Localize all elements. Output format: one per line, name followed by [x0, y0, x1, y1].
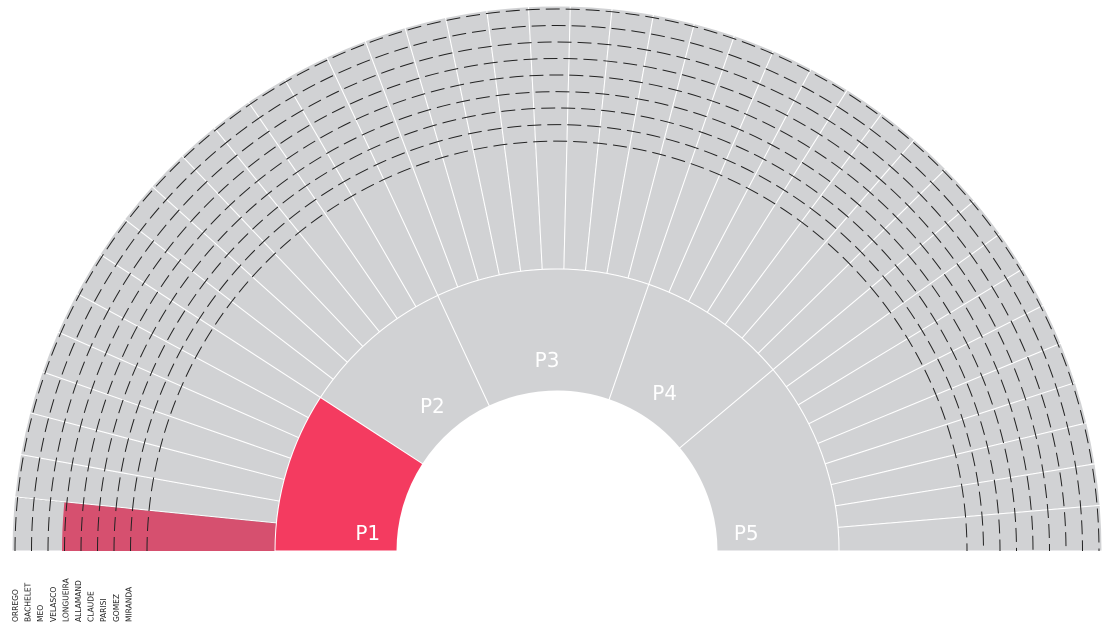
inner-segment	[678, 369, 840, 552]
name-label: BACHELET	[24, 582, 33, 622]
dashed-ring	[113, 107, 1001, 552]
dashed-ring	[64, 58, 1050, 552]
dashed-ring	[130, 124, 984, 552]
name-label: CLAUDE	[87, 591, 96, 622]
dashed-ring	[97, 91, 1017, 552]
name-label: LONGUEIRA	[61, 577, 70, 622]
inner-label: P5	[734, 521, 759, 545]
dashed-ring	[14, 8, 1100, 552]
name-label: ORREGO	[11, 589, 20, 622]
dashed-ring	[31, 25, 1083, 552]
name-label: ALLAMAND	[74, 580, 83, 622]
outer-highlight	[62, 501, 277, 551]
name-label: MEO	[36, 605, 45, 622]
name-label: MIRANDA	[124, 586, 133, 622]
name-label: PARISI	[99, 598, 108, 622]
name-label: VELASCO	[49, 587, 58, 622]
dashed-ring	[47, 41, 1067, 552]
name-label: GOMEZ	[112, 594, 121, 622]
inner-label: P4	[652, 381, 677, 405]
inner-label: P1	[355, 521, 380, 545]
inner-label: P3	[535, 348, 560, 372]
inner-label: P2	[420, 394, 445, 418]
dashed-ring	[146, 140, 968, 552]
dashed-ring	[80, 74, 1034, 552]
